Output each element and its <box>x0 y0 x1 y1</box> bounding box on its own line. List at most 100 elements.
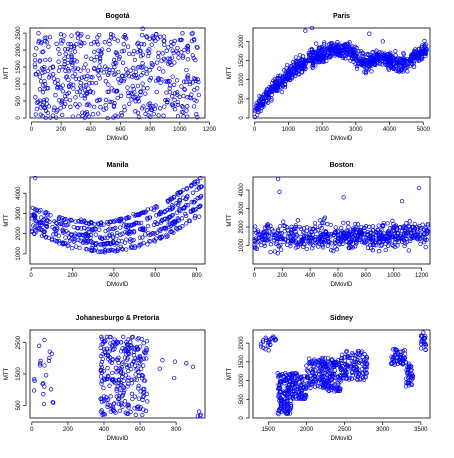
data-point <box>141 407 146 412</box>
data-point <box>107 383 112 388</box>
data-point <box>72 57 77 63</box>
data-point <box>141 42 147 47</box>
data-point <box>370 248 375 253</box>
data-point <box>100 249 105 254</box>
y-tick-label: 500 <box>239 93 245 104</box>
data-point <box>175 202 181 207</box>
data-point <box>171 204 176 209</box>
data-point <box>285 395 290 400</box>
data-point <box>310 368 316 373</box>
data-point <box>122 108 127 113</box>
data-point <box>165 78 171 84</box>
data-point <box>396 357 402 362</box>
data-point <box>192 215 197 221</box>
data-point <box>290 389 295 394</box>
data-point <box>99 368 104 373</box>
y-tick-label: 0 <box>16 116 22 120</box>
data-point <box>192 179 197 185</box>
data-point <box>346 355 351 361</box>
data-point <box>148 239 153 244</box>
data-point <box>136 396 142 401</box>
data-point <box>43 82 48 87</box>
data-point <box>346 366 351 371</box>
data-point <box>138 361 143 367</box>
data-point <box>89 56 94 61</box>
data-point <box>420 234 426 240</box>
data-point <box>363 364 368 369</box>
data-point <box>59 99 65 104</box>
data-point <box>84 83 89 88</box>
data-point <box>131 211 136 217</box>
data-point <box>77 89 82 94</box>
data-point <box>56 216 62 222</box>
panel-title: Bogotá <box>105 13 129 20</box>
data-point <box>99 381 104 386</box>
data-point <box>99 51 104 56</box>
data-point <box>294 372 300 378</box>
data-point <box>99 342 104 347</box>
data-point <box>313 63 318 68</box>
data-point <box>364 370 369 376</box>
data-point <box>304 367 309 373</box>
data-point <box>138 54 144 59</box>
data-point <box>37 363 43 368</box>
data-point <box>110 347 116 352</box>
data-point <box>380 235 385 240</box>
data-point <box>71 43 77 49</box>
data-point <box>110 357 115 363</box>
data-point <box>299 236 305 242</box>
data-point <box>73 102 78 107</box>
data-point <box>339 44 344 50</box>
data-point <box>101 369 106 374</box>
data-point <box>258 344 264 349</box>
data-point <box>390 242 395 247</box>
data-point <box>87 81 92 86</box>
data-point <box>29 229 34 234</box>
data-point <box>424 48 429 53</box>
data-point <box>422 336 427 341</box>
data-point <box>396 231 401 236</box>
data-point <box>74 59 79 64</box>
data-point <box>58 105 63 111</box>
data-point <box>387 239 392 244</box>
data-point <box>105 397 111 402</box>
data-point <box>51 400 56 405</box>
data-point <box>387 57 392 63</box>
data-point <box>156 113 161 118</box>
data-point <box>254 246 260 251</box>
x-tick-label: 3000 <box>376 427 390 433</box>
data-point <box>56 233 61 238</box>
data-point <box>179 104 185 109</box>
data-point <box>266 95 272 100</box>
data-point <box>85 73 90 79</box>
data-point <box>191 200 196 205</box>
data-point <box>46 358 52 363</box>
data-point <box>265 343 270 348</box>
data-point <box>186 73 191 78</box>
data-point <box>386 238 392 243</box>
data-point <box>44 101 50 107</box>
data-point <box>339 365 344 371</box>
data-point <box>353 53 359 59</box>
data-point <box>75 89 80 95</box>
data-point <box>182 79 187 84</box>
data-point <box>124 225 129 230</box>
data-point <box>144 66 149 71</box>
data-point <box>291 396 296 401</box>
data-point <box>147 215 152 220</box>
data-point <box>385 221 390 226</box>
data-point <box>354 229 359 235</box>
data-point <box>116 377 121 382</box>
data-point <box>118 93 124 98</box>
data-point <box>258 341 264 347</box>
data-points <box>252 176 431 256</box>
data-point <box>60 89 66 94</box>
data-point <box>305 369 310 374</box>
data-point <box>71 45 77 50</box>
data-point <box>344 349 349 355</box>
data-point <box>348 244 353 250</box>
data-point <box>305 373 310 378</box>
data-point <box>312 357 317 362</box>
data-point <box>320 382 325 387</box>
data-point <box>179 109 184 115</box>
